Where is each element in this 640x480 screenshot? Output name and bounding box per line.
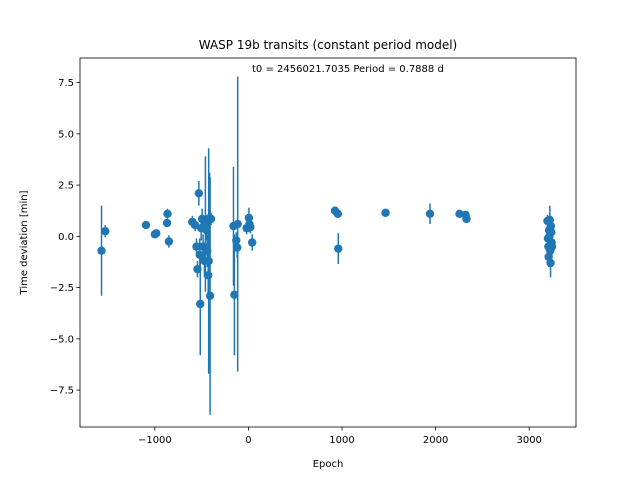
data-point [244,213,254,223]
data-point [196,299,205,309]
data-point [192,242,201,251]
x-tick-label: −1000 [138,435,172,446]
data-point [462,214,471,224]
data-point [333,209,343,218]
y-axis-label: Time deviation [min] [19,190,30,295]
x-tick-label: 0 [245,435,251,446]
data-point [230,290,239,299]
x-axis-ticks: −1000 0 1000 2000 3000 [138,427,542,446]
axes-frame [79,57,577,428]
chart-title: WASP 19b transits (constant period model… [199,38,458,52]
chart-annotation: t0 = 2456021.7035 Period = 0.7888 d [252,64,444,75]
y-tick-label: 0.0 [58,232,74,243]
data-point [381,208,390,217]
data-point [233,219,242,229]
data-point [334,244,343,253]
x-tick-label: 2000 [423,435,448,446]
data-point [152,229,161,238]
data-point [201,219,210,229]
data-point [101,227,110,236]
y-tick-label: −5.0 [50,334,74,345]
y-tick-label: 2.5 [58,181,74,192]
x-axis-label: Epoch [313,459,344,470]
plot-area [79,57,577,428]
data-point [204,271,213,280]
y-tick-label: −2.5 [50,283,74,294]
data-point [97,246,106,255]
data-point [195,250,204,259]
data-point [232,236,241,245]
data-point [163,209,172,218]
x-tick-label: 3000 [516,435,541,446]
data-point [233,243,242,252]
y-tick-label: 5.0 [58,129,74,140]
data-point [162,218,172,228]
data-point [425,209,435,218]
y-axis-ticks: −7.5 −5.0 −2.5 0.0 2.5 5.0 7.5 [50,78,80,397]
data-point [547,228,556,237]
data-point [141,220,151,230]
data-point [204,256,213,266]
y-tick-label: −7.5 [50,386,74,397]
data-point [205,291,215,300]
data-point [206,214,216,224]
data-point [202,226,211,235]
data-point [546,221,556,231]
data-point [203,246,212,255]
x-tick-label: 1000 [329,435,354,446]
data-point [194,189,204,198]
y-tick-label: 7.5 [58,78,74,89]
data-point [193,264,202,274]
data-marks [97,76,557,415]
data-point [246,222,255,232]
data-point [247,238,257,247]
data-point [547,242,557,251]
data-point [164,237,174,246]
data-point [546,258,555,268]
